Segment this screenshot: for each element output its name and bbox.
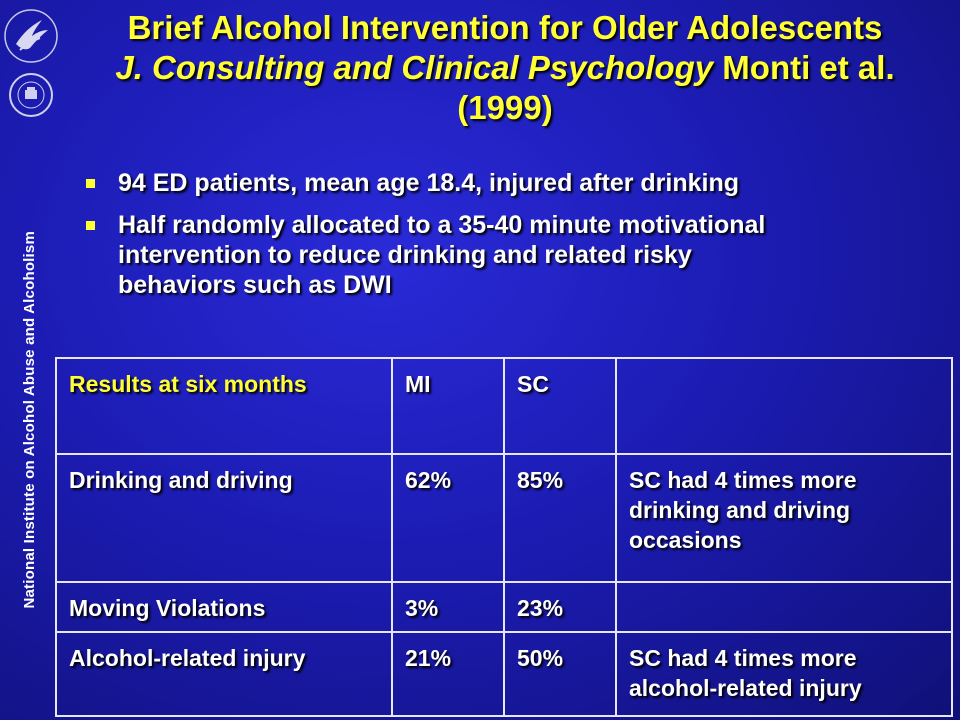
table-cell: SC had 4 times more drinking and driving…	[615, 453, 953, 583]
bullet-square-icon	[86, 179, 95, 188]
bullet-text: Half randomly allocated to a 35-40 minut…	[118, 211, 766, 299]
bullet-item: 94 ED patients, mean age 18.4, injured a…	[86, 168, 886, 198]
table-cell	[615, 581, 953, 633]
sidebar-text: National Institute on Alcohol Abuse and …	[20, 230, 38, 609]
header-cell	[615, 357, 953, 455]
table-row: Moving Violations 3% 23%	[55, 581, 953, 633]
table-header-row: Results at six months MI SC	[55, 357, 953, 455]
table-cell: 3%	[391, 581, 505, 633]
header-cell: SC	[503, 357, 617, 455]
table-cell: Drinking and driving	[55, 453, 393, 583]
bullet-list: 94 ED patients, mean age 18.4, injured a…	[86, 168, 886, 312]
table-cell: Moving Violations	[55, 581, 393, 633]
journal-name: J. Consulting and Clinical Psychology	[115, 49, 714, 86]
title-line-1: Brief Alcohol Intervention for Older Ado…	[127, 9, 883, 46]
bullet-text: 94 ED patients, mean age 18.4, injured a…	[118, 169, 740, 197]
title-line-2: J. Consulting and Clinical Psychology Mo…	[50, 48, 960, 88]
header-cell: Results at six months	[55, 357, 393, 455]
table-cell: 21%	[391, 631, 505, 717]
table-cell: SC had 4 times more alcohol-related inju…	[615, 631, 953, 717]
table-cell: 23%	[503, 581, 617, 633]
table-cell: 62%	[391, 453, 505, 583]
nih-seal	[8, 72, 54, 118]
table-cell: 50%	[503, 631, 617, 717]
results-table: Results at six months MI SC Drinking and…	[55, 357, 953, 717]
title-authors: Monti et al.	[713, 49, 895, 86]
slide-title: Brief Alcohol Intervention for Older Ado…	[50, 8, 960, 128]
bullet-item: Half randomly allocated to a 35-40 minut…	[86, 210, 798, 300]
header-cell: MI	[391, 357, 505, 455]
hhs-logo	[4, 6, 58, 66]
sidebar-institute-name: National Institute on Alcohol Abuse and …	[14, 142, 44, 697]
table-cell: Alcohol-related injury	[55, 631, 393, 717]
table-row: Alcohol-related injury 21% 50% SC had 4 …	[55, 631, 953, 717]
table-cell: 85%	[503, 453, 617, 583]
table-row: Drinking and driving 62% 85% SC had 4 ti…	[55, 453, 953, 583]
title-year: (1999)	[457, 89, 553, 126]
bullet-square-icon	[86, 221, 95, 230]
